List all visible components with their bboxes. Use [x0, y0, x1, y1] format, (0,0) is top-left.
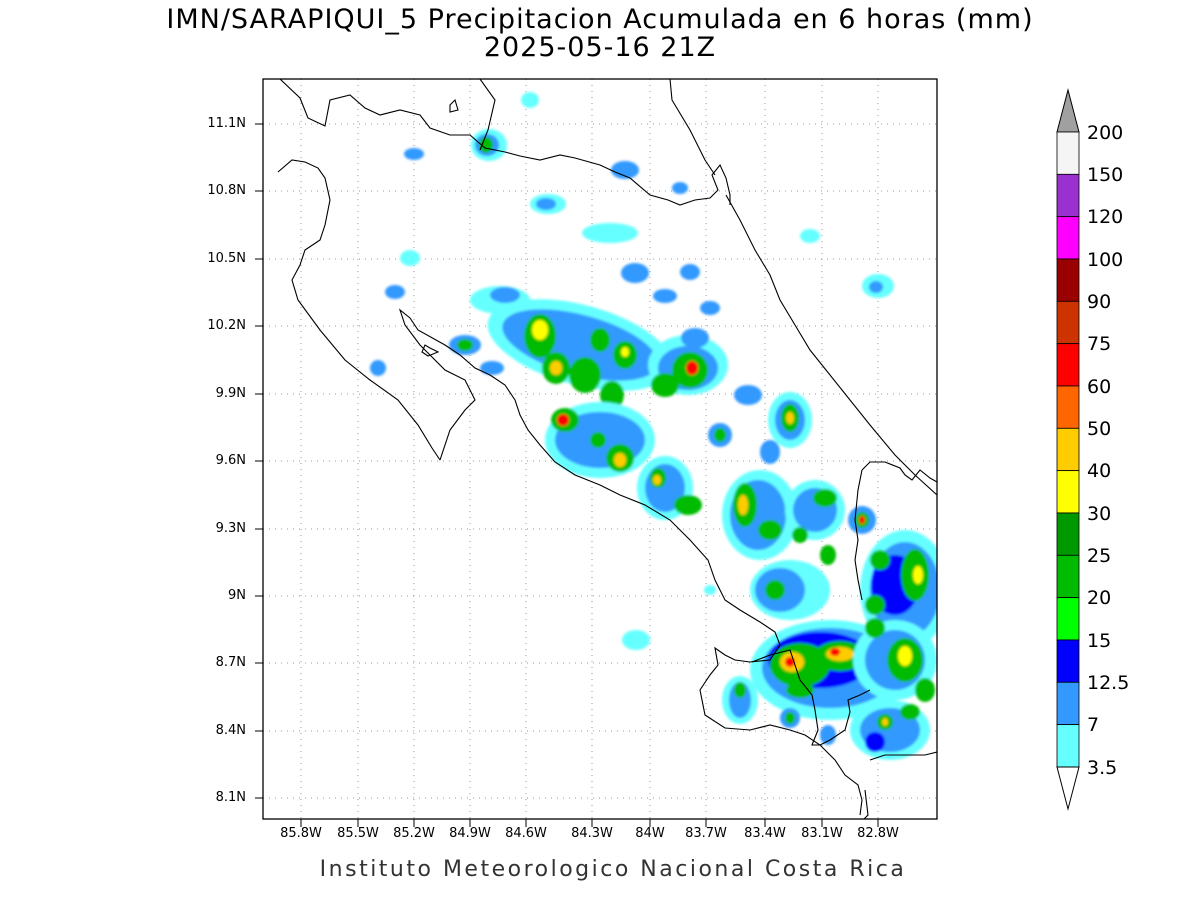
precip-cell — [370, 92, 937, 760]
colorbar-swatch — [1056, 131, 1080, 175]
colorbar-swatch — [1056, 512, 1080, 556]
colorbar-label: 30 — [1087, 503, 1112, 525]
lon-label: 84.6W — [505, 826, 547, 841]
national-border — [751, 461, 937, 746]
lon-label: 83.7W — [685, 826, 727, 841]
colorbar-swatch — [1056, 427, 1080, 472]
colorbar-label: 150 — [1087, 164, 1124, 186]
precipitation-colorbar — [1056, 88, 1080, 811]
lat-label: 8.4N — [215, 723, 246, 738]
lon-label: 84W — [635, 826, 665, 841]
lon-label: 83.1W — [801, 826, 843, 841]
colorbar-swatch — [1056, 639, 1080, 683]
lat-label: 8.7N — [215, 655, 246, 670]
colorbar-swatch — [1056, 470, 1080, 514]
colorbar-swatch — [1056, 724, 1080, 768]
colorbar-swatch — [1056, 554, 1080, 599]
credit-text: Instituto Meteorologico Nacional Costa R… — [319, 857, 907, 882]
coastline — [277, 79, 937, 819]
lon-label: 85.2W — [393, 826, 435, 841]
colorbar-label: 60 — [1087, 376, 1112, 398]
colorbar-label: 15 — [1087, 630, 1112, 652]
colorbar-swatch — [1056, 173, 1080, 218]
colorbar-over-arrow — [1056, 88, 1080, 133]
colorbar-under-arrow — [1056, 766, 1080, 811]
lon-label: 83.4W — [744, 826, 786, 841]
lon-label: 82.8W — [857, 826, 899, 841]
lon-label: 84.9W — [449, 826, 491, 841]
map-valid-time: 2025-05-16 21Z — [483, 32, 717, 63]
colorbar-label: 3.5 — [1087, 757, 1118, 779]
lat-label: 11.1N — [207, 116, 246, 131]
colorbar-swatch — [1056, 216, 1080, 260]
colorbar-swatch — [1056, 681, 1080, 726]
colorbar-label: 20 — [1087, 587, 1112, 609]
colorbar-swatch — [1056, 258, 1080, 302]
lat-label: 10.8N — [207, 183, 246, 198]
colorbar-swatch — [1056, 343, 1080, 387]
colorbar-label: 50 — [1087, 418, 1112, 440]
colorbar-swatch — [1056, 385, 1080, 429]
colorbar-label: 200 — [1087, 122, 1124, 144]
lat-label: 9.9N — [215, 386, 246, 401]
colorbar-label: 7 — [1087, 714, 1100, 736]
colorbar-label: 25 — [1087, 545, 1112, 567]
colorbar-label: 12.5 — [1087, 672, 1130, 694]
colorbar-label: 75 — [1087, 333, 1112, 355]
precipitation-field — [370, 92, 937, 760]
colorbar-swatch — [1056, 300, 1080, 345]
lon-label: 84.3W — [571, 826, 613, 841]
lon-label: 85.8W — [280, 826, 322, 841]
lat-label: 8.1N — [215, 790, 246, 805]
map-frame — [262, 78, 938, 820]
lat-label: 9.6N — [215, 453, 246, 468]
lat-label: 10.2N — [207, 318, 246, 333]
colorbar-label: 90 — [1087, 291, 1112, 313]
colorbar-label: 100 — [1087, 249, 1124, 271]
axis-ticks — [255, 123, 879, 827]
colorbar-swatch — [1056, 597, 1080, 641]
lat-label: 9N — [228, 588, 246, 603]
colorbar-label: 120 — [1087, 206, 1124, 228]
map-title: IMN/SARAPIQUI_5 Precipitacion Acumulada … — [166, 4, 1034, 35]
lat-label: 10.5N — [207, 251, 246, 266]
lat-label: 9.3N — [215, 521, 246, 536]
lon-label: 85.5W — [337, 826, 379, 841]
colorbar-label: 40 — [1087, 460, 1112, 482]
